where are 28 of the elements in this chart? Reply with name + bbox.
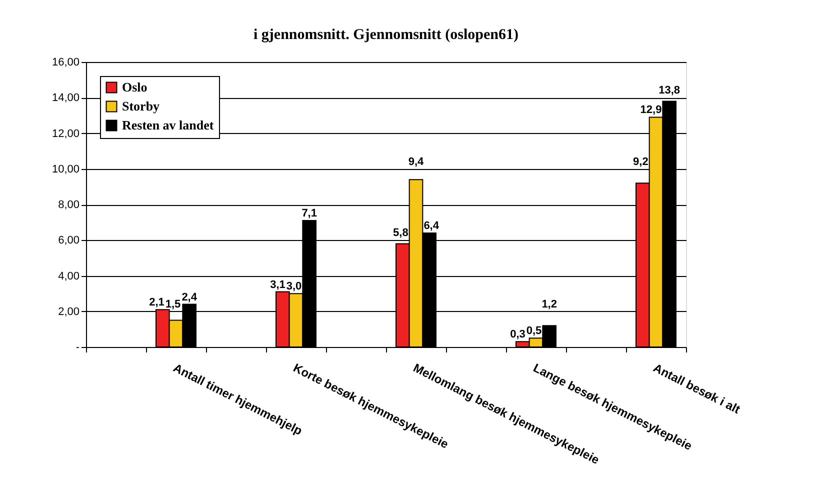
data-label: 6,4 [424,220,440,232]
y-tick-label: 14,00 [52,92,80,104]
data-label: 1,5 [165,298,181,310]
data-label: 2,1 [149,296,164,309]
data-label: 7,1 [302,208,317,220]
y-tick-label: 4,00 [58,270,80,282]
y-tick-label: 16,00 [52,56,80,68]
data-label: 3,1 [270,278,286,291]
legend-label: Resten av landet [122,118,214,132]
legend-label: Storby [122,98,160,114]
data-label: 0,5 [526,325,542,338]
y-tick-label: 6,00 [58,234,80,247]
data-label: 3,0 [286,280,302,293]
y-tick-label: 12,00 [52,128,80,140]
data-label: 5,8 [393,227,408,240]
y-tick-label: - [76,342,80,354]
data-label: 9,2 [633,156,648,168]
data-label: 9,4 [408,156,425,168]
legend-label: Oslo [122,80,148,94]
y-tick-label: 10,00 [52,163,80,176]
y-tick-label: 8,00 [58,199,80,211]
chart-title: i gjennomsnitt. Gjennomsnitt (oslopen61) [253,27,519,43]
data-label: 1,2 [542,298,557,310]
data-label: 13,8 [658,84,680,97]
data-label: 0,3 [510,328,526,341]
data-label: 2,4 [182,291,198,304]
data-label: 12,9 [640,104,662,116]
y-tick-label: 2,00 [58,306,80,318]
